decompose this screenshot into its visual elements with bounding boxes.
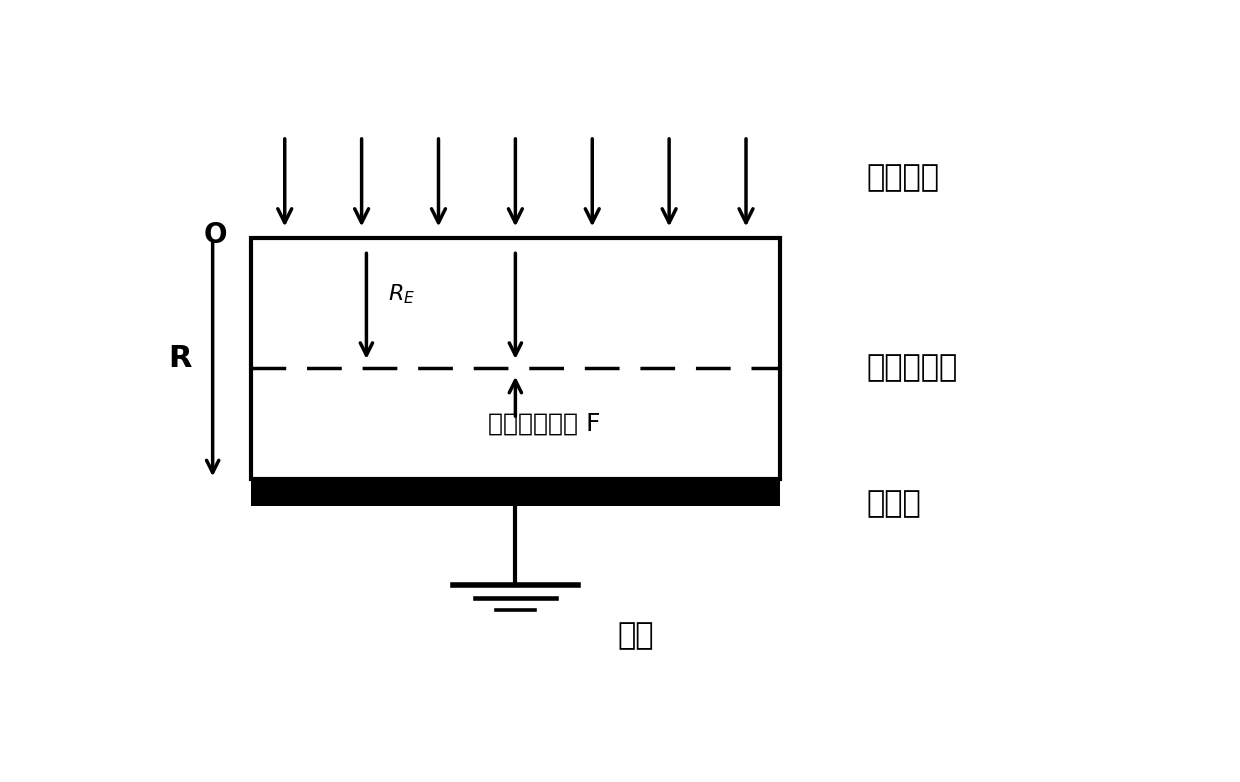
Text: 电荷沉积层: 电荷沉积层: [866, 353, 957, 382]
Text: $R_E$: $R_E$: [388, 282, 415, 306]
Bar: [250, 479, 780, 506]
Text: 背电极: 背电极: [866, 489, 921, 518]
Text: 入射电子: 入射电子: [866, 163, 939, 192]
Text: R: R: [167, 344, 191, 373]
Bar: [250, 239, 780, 479]
Text: O: O: [203, 221, 227, 249]
Text: 内部电场强度 F: 内部电场强度 F: [489, 411, 600, 436]
Text: 接地: 接地: [618, 621, 653, 651]
